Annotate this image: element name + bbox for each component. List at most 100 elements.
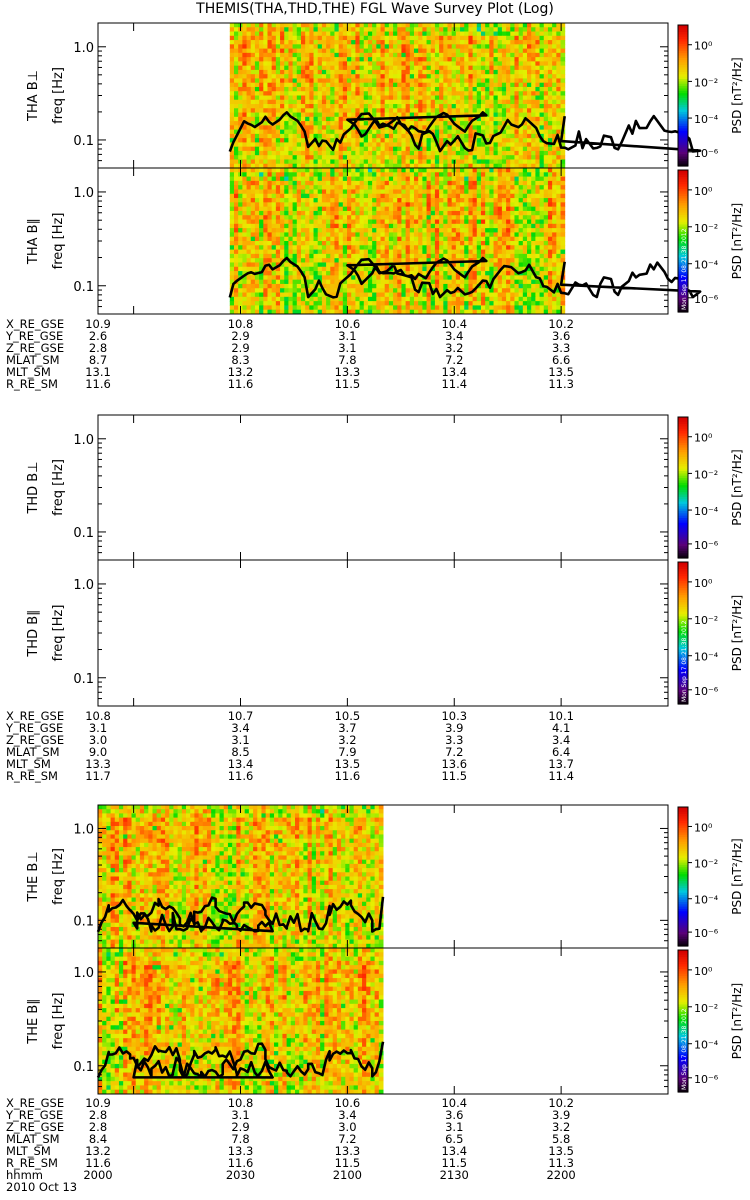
spectrogram-cell <box>330 172 335 178</box>
spectrogram-cell <box>405 206 411 212</box>
spectrogram-cell <box>342 159 348 165</box>
spectrogram-cell <box>284 57 289 62</box>
spectrogram-cell <box>464 249 469 255</box>
spectrogram-cell <box>443 266 448 272</box>
spectrogram-cell <box>397 108 402 114</box>
spectrogram-cell <box>397 69 402 75</box>
spectrogram-cell <box>556 258 562 263</box>
spectrogram-cell <box>405 31 411 37</box>
spectrogram-cell <box>326 104 331 109</box>
spectrogram-cell <box>393 104 398 109</box>
spectrogram-cell <box>409 116 415 122</box>
spectrogram-cell <box>284 133 289 139</box>
spectrogram-cell <box>472 104 478 109</box>
spectrogram-cell <box>393 193 398 199</box>
spectrogram-cell <box>426 176 432 182</box>
spectrogram-cell <box>305 57 310 62</box>
spectrogram-cell <box>355 91 361 96</box>
spectrogram-cell <box>367 228 373 233</box>
spectrogram-cell <box>275 223 281 229</box>
spectrogram-cell <box>309 23 315 28</box>
spectrogram-cell <box>326 121 331 126</box>
spectrogram-cell <box>531 219 536 225</box>
spectrogram-cell <box>531 262 536 268</box>
spectrogram-cell <box>275 99 281 105</box>
spectrogram-cell <box>409 258 415 263</box>
spectrogram-cell <box>300 228 306 233</box>
spectrogram-cell <box>275 121 281 126</box>
spectrogram-cell <box>267 48 273 54</box>
spectrogram-cell <box>351 215 356 221</box>
spectrogram-cell <box>254 138 260 143</box>
spectrogram-cell <box>254 104 260 109</box>
spectrogram-cell <box>367 91 373 96</box>
spectrogram-cell <box>464 74 469 79</box>
spectrogram-cell <box>229 262 235 268</box>
spectrogram-cell <box>539 193 545 199</box>
spectrogram-cell <box>514 206 520 212</box>
spectrogram-cell <box>468 279 474 285</box>
spectrogram-cell <box>334 142 340 148</box>
spectrogram-cell <box>288 69 294 75</box>
spectrogram-cell <box>330 133 335 139</box>
spectrogram-cell <box>313 104 319 109</box>
spectrogram-cell <box>539 48 545 54</box>
spectrogram-cell <box>510 31 515 37</box>
spectrogram-cell <box>321 48 327 54</box>
spectrogram-cell <box>413 44 419 50</box>
spectrogram-cell <box>271 271 277 276</box>
spectrogram-cell <box>460 48 465 54</box>
spectrogram-cell <box>493 142 499 148</box>
spectrogram-cell <box>401 241 407 246</box>
spectrogram-cell <box>284 44 289 50</box>
spectrogram-cell <box>455 86 461 92</box>
spectrogram-cell <box>531 159 536 165</box>
spectrogram-cell <box>229 91 235 96</box>
spectrogram-cell <box>263 108 268 114</box>
spectrogram-cell <box>250 159 256 165</box>
spectrogram-cell <box>330 168 335 173</box>
spectrogram-cell <box>501 31 507 37</box>
spectrogram-cell <box>234 108 239 114</box>
spectrogram-cell <box>485 91 490 96</box>
spectrogram-cell <box>355 253 361 259</box>
spectrogram-cell <box>527 159 532 165</box>
spectrogram-cell <box>334 249 340 255</box>
spectrogram-cell <box>292 138 298 143</box>
spectrogram-cell <box>367 168 373 173</box>
spectrogram-cell <box>326 57 331 62</box>
spectrogram-cell <box>317 155 323 160</box>
spectrogram-cell <box>351 236 356 242</box>
spectrogram-cell <box>238 121 243 126</box>
spectrogram-cell <box>280 48 285 54</box>
spectrogram-cell <box>443 206 448 212</box>
spectrogram-cell <box>280 95 285 101</box>
spectrogram-cell <box>401 275 407 281</box>
spectrogram-cell <box>543 185 549 190</box>
spectrogram-cell <box>439 202 444 208</box>
spectrogram-cell <box>397 215 402 221</box>
spectrogram-cell <box>338 121 344 126</box>
spectrogram-cell <box>535 48 541 54</box>
spectrogram-cell <box>280 180 285 186</box>
spectrogram-cell <box>501 95 507 101</box>
spectrogram-cell <box>367 133 373 139</box>
spectrogram-cell <box>451 198 457 203</box>
spectrogram-cell <box>439 138 444 143</box>
spectrogram-cell <box>242 82 248 88</box>
spectrogram-cell <box>309 57 315 62</box>
spectrogram-cell <box>539 215 545 221</box>
spectrogram-cell <box>434 86 440 92</box>
spectrogram-cell <box>514 112 520 118</box>
spectrogram-cell <box>476 142 482 148</box>
spectrogram-cell <box>464 150 469 156</box>
spectrogram-cell <box>342 57 348 62</box>
spectrogram-cell <box>372 104 377 109</box>
spectrogram-cell <box>359 91 365 96</box>
spectrogram-cell <box>476 232 482 238</box>
spectrogram-cell <box>480 219 486 225</box>
spectrogram-cell <box>430 142 436 148</box>
spectrogram-cell <box>321 159 327 165</box>
spectrogram-cell <box>292 91 298 96</box>
spectrogram-cell <box>510 232 515 238</box>
